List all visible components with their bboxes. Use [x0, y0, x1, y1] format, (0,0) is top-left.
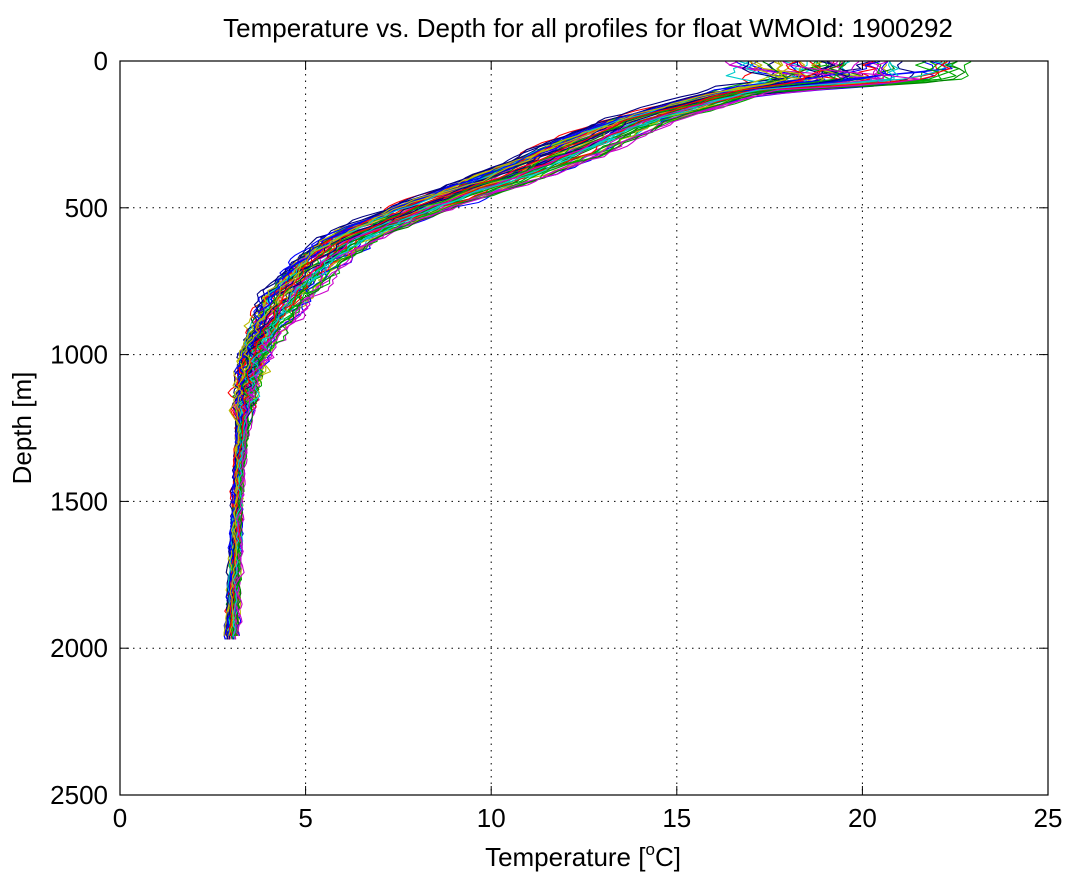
y-tick-label: 500: [65, 193, 108, 223]
y-tick-labels: 0 500 1000 1500 2000 2500: [50, 46, 108, 810]
x-tick-label: 25: [1034, 803, 1063, 833]
x-tick-label: 5: [298, 803, 312, 833]
y-tick-label: 0: [94, 46, 108, 76]
plot-frame: [119, 60, 1049, 796]
x-axis-label: Temperature [oC]: [485, 840, 681, 872]
y-tick-label: 1500: [50, 486, 108, 516]
axis-ticks: [119, 60, 1049, 796]
y-tick-label: 2000: [50, 633, 108, 663]
x-tick-label: 10: [477, 803, 506, 833]
x-tick-labels: 0 5 10 15 20 25: [113, 803, 1063, 833]
x-axis-label-main: Temperature [: [485, 842, 646, 872]
chart-title: Temperature vs. Depth for all profiles f…: [223, 13, 953, 43]
x-tick-label: 20: [848, 803, 877, 833]
temperature-profile-line: [229, 61, 951, 636]
plot-area: [119, 60, 1049, 796]
temperature-profile-line: [234, 61, 885, 640]
temperature-profile-line: [228, 61, 787, 637]
temperature-profile-line: [232, 61, 899, 637]
x-tick-label: 0: [113, 803, 127, 833]
x-axis-label-superscript: o: [645, 840, 654, 859]
profile-lines: [223, 61, 972, 640]
plot-background: [120, 61, 1048, 795]
grid-lines: [120, 61, 1048, 795]
y-tick-label: 2500: [50, 780, 108, 810]
y-tick-label: 1000: [50, 340, 108, 370]
x-tick-label: 15: [662, 803, 691, 833]
temperature-profile-line: [234, 61, 921, 637]
temperature-profile-line: [228, 61, 805, 637]
y-axis-label: Depth [m]: [7, 372, 37, 485]
x-axis-label-end: C]: [655, 842, 681, 872]
